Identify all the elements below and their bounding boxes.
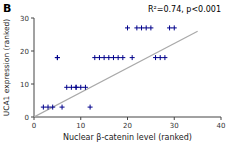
point [162, 55, 167, 60]
point [55, 55, 60, 60]
point [172, 25, 177, 30]
point [111, 55, 116, 60]
chart: 0 10 20 30 40 0 10 20 30 Nuclear β-catenin level … [0, 0, 229, 155]
point [46, 105, 51, 110]
plot-area [34, 25, 198, 117]
y-tick [31, 51, 34, 52]
point [64, 85, 69, 90]
point [102, 55, 107, 60]
y-tick-label: 30 [20, 15, 29, 23]
x-axis-label: Nuclear β-catenin level (ranked) [63, 133, 192, 142]
point [55, 55, 60, 60]
x-tick-label: 40 [217, 122, 226, 130]
point [158, 55, 163, 60]
y-axis-label: UCA1 expression (ranked) [2, 19, 11, 117]
y-tick [31, 18, 34, 19]
x-tick-label: 20 [123, 122, 132, 130]
point [50, 105, 55, 110]
point [139, 25, 144, 30]
x-tick [80, 117, 81, 120]
x-tick [127, 117, 128, 120]
point [120, 55, 125, 60]
x-tick-label: 10 [76, 122, 85, 130]
y-tick-label: 10 [20, 81, 29, 89]
point [60, 105, 65, 110]
point [92, 55, 97, 60]
title: B [3, 2, 11, 15]
point [74, 85, 79, 90]
y-tick [31, 117, 34, 118]
point [97, 55, 102, 60]
point [74, 85, 79, 90]
point [88, 105, 93, 110]
point [148, 25, 153, 30]
point [83, 85, 88, 90]
point [106, 55, 111, 60]
point [41, 105, 46, 110]
x-tick-label: 30 [170, 122, 179, 130]
point [134, 25, 139, 30]
point [144, 25, 149, 30]
y-tick [31, 84, 34, 85]
point [167, 25, 172, 30]
point [116, 55, 121, 60]
x-tick-label: 0 [32, 122, 36, 130]
point [125, 25, 130, 30]
point [78, 85, 83, 90]
point [153, 55, 158, 60]
trend-line [34, 31, 198, 117]
y-axis-line [34, 18, 35, 117]
x-tick [221, 117, 222, 120]
annotation: R²=0.74, p<0.001 [148, 5, 221, 14]
point [130, 55, 135, 60]
x-tick [174, 117, 175, 120]
point [69, 85, 74, 90]
y-tick-label: 20 [20, 48, 29, 56]
y-tick-label: 0 [25, 114, 29, 122]
